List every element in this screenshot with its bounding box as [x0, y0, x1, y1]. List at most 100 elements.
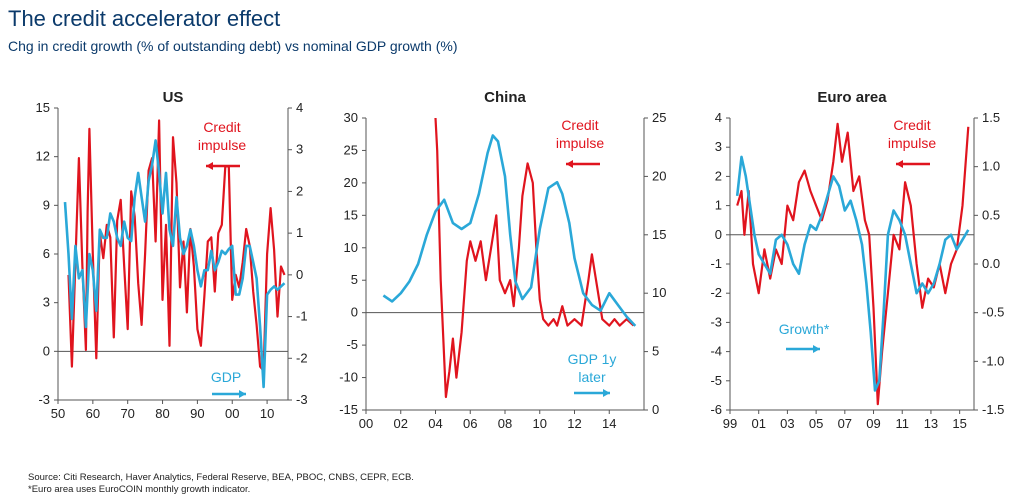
- right-tick-label: 1.0: [982, 159, 1000, 174]
- source-note: Source: Citi Research, Haver Analytics, …: [28, 472, 414, 483]
- right-tick-label: -1.5: [982, 402, 1004, 417]
- left-tick-label: -5: [710, 373, 722, 388]
- x-tick-label: 90: [190, 406, 204, 421]
- x-tick-label: 01: [751, 416, 765, 431]
- x-tick-label: 10: [533, 416, 547, 431]
- x-tick-label: 06: [463, 416, 477, 431]
- right-tick-label: -1: [296, 309, 308, 324]
- x-tick-label: 02: [394, 416, 408, 431]
- x-tick-label: 07: [838, 416, 852, 431]
- right-tick-label: 0: [296, 267, 303, 282]
- x-tick-label: 00: [359, 416, 373, 431]
- page-title: The credit accelerator effect: [8, 6, 281, 31]
- right-tick-label: 1: [296, 225, 303, 240]
- left-tick-label: 0: [351, 305, 358, 320]
- left-tick-label: -1: [710, 256, 722, 271]
- right-tick-label: -0.5: [982, 305, 1004, 320]
- left-tick-label: -5: [346, 337, 358, 352]
- left-tick-label: 5: [351, 272, 358, 287]
- left-tick-label: 2: [715, 168, 722, 183]
- series-line-0: [67, 119, 286, 372]
- gdp-label: Growth*: [779, 321, 830, 337]
- left-tick-label: 20: [344, 175, 358, 190]
- x-tick-label: 50: [51, 406, 65, 421]
- left-tick-label: 4: [715, 110, 722, 125]
- page-subtitle: Chg in credit growth (% of outstanding d…: [8, 38, 458, 54]
- right-tick-label: 0.5: [982, 207, 1000, 222]
- credit-arrow-head: [896, 160, 903, 168]
- x-tick-label: 11: [895, 416, 909, 431]
- left-tick-label: 30: [344, 110, 358, 125]
- x-tick-label: 70: [120, 406, 134, 421]
- right-tick-label: 0.0: [982, 256, 1000, 271]
- credit-label: impulse: [556, 135, 604, 151]
- credit-label: Credit: [561, 117, 598, 133]
- credit-label: Credit: [893, 117, 930, 133]
- left-tick-label: 15: [344, 207, 358, 222]
- left-tick-label: 10: [344, 240, 358, 255]
- x-tick-label: 00: [225, 406, 239, 421]
- x-tick-label: 99: [723, 416, 737, 431]
- chart-title: China: [484, 89, 526, 106]
- left-tick-label: -4: [710, 344, 722, 359]
- credit-label: impulse: [198, 137, 246, 153]
- left-tick-label: 12: [36, 149, 50, 164]
- x-tick-label: 14: [602, 416, 616, 431]
- left-tick-label: 3: [715, 139, 722, 154]
- gdp-arrow-head: [603, 389, 610, 397]
- gdp-label: later: [578, 369, 606, 385]
- x-tick-label: 60: [86, 406, 100, 421]
- left-tick-label: -3: [710, 314, 722, 329]
- x-tick-label: 10: [260, 406, 274, 421]
- left-tick-label: 0: [43, 343, 50, 358]
- gdp-arrow-head: [813, 345, 820, 353]
- x-tick-label: 15: [952, 416, 966, 431]
- right-tick-label: 15: [652, 227, 666, 242]
- left-tick-label: -15: [339, 402, 358, 417]
- right-tick-label: 25: [652, 110, 666, 125]
- x-tick-label: 08: [498, 416, 512, 431]
- x-tick-label: 12: [567, 416, 581, 431]
- series-line-1: [735, 155, 970, 392]
- right-tick-label: -2: [296, 350, 308, 365]
- left-tick-label: -6: [710, 402, 722, 417]
- left-tick-label: 6: [43, 246, 50, 261]
- x-tick-label: 03: [780, 416, 794, 431]
- right-tick-label: 20: [652, 168, 666, 183]
- left-tick-label: -10: [339, 370, 358, 385]
- right-tick-label: 4: [296, 100, 303, 115]
- right-tick-label: 3: [296, 142, 303, 157]
- chart-title: US: [163, 89, 184, 106]
- right-tick-label: -3: [296, 392, 308, 407]
- gdp-arrow-head: [239, 390, 246, 398]
- left-tick-label: 0: [715, 227, 722, 242]
- right-tick-label: 2: [296, 183, 303, 198]
- left-tick-label: 25: [344, 142, 358, 157]
- left-tick-label: -2: [710, 285, 722, 300]
- right-tick-label: 10: [652, 285, 666, 300]
- left-tick-label: 1: [715, 198, 722, 213]
- series-line-1: [63, 139, 286, 389]
- footnote: *Euro area uses EuroCOIN monthly growth …: [28, 484, 251, 495]
- gdp-label: GDP: [211, 369, 241, 385]
- right-tick-label: 5: [652, 344, 659, 359]
- x-tick-label: 09: [866, 416, 880, 431]
- credit-label: impulse: [888, 135, 936, 151]
- right-tick-label: 1.5: [982, 110, 1000, 125]
- series-line-0: [434, 117, 635, 399]
- x-tick-label: 05: [809, 416, 823, 431]
- left-tick-label: -3: [38, 392, 50, 407]
- left-tick-label: 3: [43, 295, 50, 310]
- left-tick-label: 9: [43, 197, 50, 212]
- credit-label: Credit: [203, 119, 240, 135]
- gdp-label: GDP 1y: [568, 351, 617, 367]
- series-line-1: [382, 134, 637, 327]
- right-tick-label: 0: [652, 402, 659, 417]
- left-tick-label: 15: [36, 100, 50, 115]
- chart-title: Euro area: [817, 89, 887, 106]
- right-tick-label: -1.0: [982, 353, 1004, 368]
- credit-arrow-head: [206, 162, 213, 170]
- x-tick-label: 13: [924, 416, 938, 431]
- x-tick-label: 80: [155, 406, 169, 421]
